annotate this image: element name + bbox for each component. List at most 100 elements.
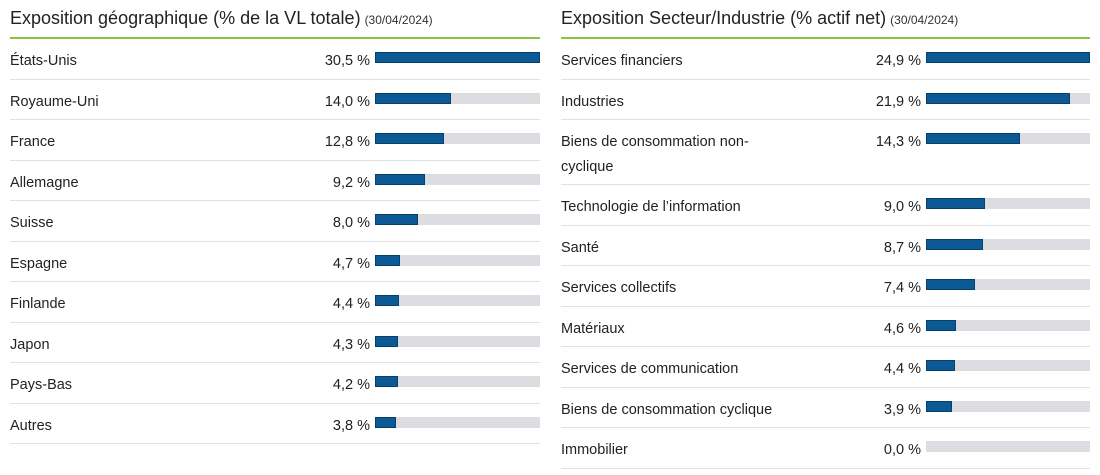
bar-track bbox=[926, 92, 1090, 104]
bar-row: Biens de consommation non-cyclique 14,3 % bbox=[561, 120, 1090, 185]
value-label: 4,4 % bbox=[332, 296, 370, 312]
bar-row: Services collectifs 7,4 % bbox=[561, 266, 1090, 307]
bar-track bbox=[926, 133, 1090, 144]
bar-fill bbox=[926, 319, 957, 331]
category-label: États-Unis bbox=[10, 53, 77, 69]
category-label: Espagne bbox=[10, 255, 68, 272]
bar-fill bbox=[375, 376, 398, 387]
value-label: 7,4 % bbox=[883, 280, 921, 296]
bar-row: Suisse 8,0 % bbox=[10, 201, 540, 242]
category-label: Technologie de l’information bbox=[561, 199, 741, 215]
bar-fill bbox=[926, 92, 1071, 104]
bar-track bbox=[375, 416, 540, 428]
value-label: 3,8 % bbox=[332, 417, 370, 434]
bar-fill bbox=[375, 416, 396, 428]
value-label: 3,9 % bbox=[883, 401, 921, 418]
category-label: Biens de consommation cyclique bbox=[561, 401, 773, 418]
bar-row: Royaume-Uni 14,0 % bbox=[10, 80, 540, 120]
panel-date: (30/04/2024) bbox=[890, 12, 959, 27]
bar-row: Allemagne 9,2 % bbox=[10, 161, 540, 201]
category-label: Services collectifs bbox=[561, 280, 677, 296]
value-label: 0,0 % bbox=[883, 442, 921, 458]
bar-track bbox=[375, 335, 540, 347]
value-label: 4,4 % bbox=[883, 361, 921, 377]
panel-header: Exposition géographique (% de la VL tota… bbox=[10, 0, 540, 39]
category-label: Finlande bbox=[10, 296, 66, 312]
bar-row: France 12,8 % bbox=[10, 120, 540, 161]
value-label: 8,7 % bbox=[883, 239, 921, 256]
value-label: 9,0 % bbox=[883, 199, 921, 215]
value-label: 8,0 % bbox=[332, 215, 370, 231]
bar-track bbox=[375, 92, 540, 104]
panel-header: Exposition Secteur/Industrie (% actif ne… bbox=[561, 0, 1090, 39]
bar-track bbox=[375, 376, 540, 387]
category-label: Suisse bbox=[10, 215, 54, 231]
value-label: 30,5 % bbox=[324, 53, 370, 69]
category-label: Industries bbox=[561, 93, 624, 110]
bar-fill bbox=[375, 52, 540, 63]
value-label: 24,9 % bbox=[875, 53, 921, 69]
bar-fill bbox=[926, 133, 1021, 144]
panel-title: Exposition géographique (% de la VL tota… bbox=[10, 8, 361, 28]
bar-track bbox=[375, 254, 540, 266]
bar-fill bbox=[375, 173, 425, 185]
bar-fill bbox=[926, 279, 975, 290]
bar-track bbox=[375, 214, 540, 225]
bar-fill bbox=[926, 400, 952, 412]
sector-exposure-panel: Exposition Secteur/Industrie (% actif ne… bbox=[561, 0, 1090, 469]
bar-fill bbox=[375, 254, 401, 266]
panel-date: (30/04/2024) bbox=[364, 12, 433, 27]
category-label: Matériaux bbox=[561, 320, 625, 337]
bar-row: Industries 21,9 % bbox=[561, 80, 1090, 120]
bar-track bbox=[926, 360, 1090, 371]
category-label: Allemagne bbox=[10, 174, 79, 191]
category-label: France bbox=[10, 134, 56, 150]
bar-fill bbox=[926, 52, 1090, 63]
bar-row: États-Unis 30,5 % bbox=[10, 39, 540, 80]
value-label: 12,8 % bbox=[324, 134, 370, 150]
panel-title: Exposition Secteur/Industrie (% actif ne… bbox=[561, 8, 887, 28]
geographic-rows: États-Unis 30,5 % Royaume-Uni 14,0 % France 1… bbox=[10, 39, 540, 444]
bar-fill bbox=[926, 198, 986, 209]
value-label: 21,9 % bbox=[875, 93, 921, 110]
bar-fill bbox=[926, 238, 984, 250]
bar-fill bbox=[375, 133, 445, 144]
bar-row: Autres 3,8 % bbox=[10, 404, 540, 444]
bar-track bbox=[926, 238, 1090, 250]
bar-row: Immobilier 0,0 % bbox=[561, 428, 1090, 469]
bar-track bbox=[926, 198, 1090, 209]
bar-row: Technologie de l’information 9,0 % bbox=[561, 185, 1090, 226]
category-label: Biens de consommation non-cyclique bbox=[561, 134, 749, 175]
category-label: Japon bbox=[10, 336, 50, 353]
bar-row: Biens de consommation cyclique 3,9 % bbox=[561, 388, 1090, 428]
bar-track bbox=[926, 52, 1090, 63]
bar-track bbox=[926, 400, 1090, 412]
bar-fill bbox=[375, 92, 451, 104]
sector-rows: Services financiers 24,9 % Industries 21,9 … bbox=[561, 39, 1090, 469]
bar-row: Services de communication 4,4 % bbox=[561, 347, 1090, 388]
bar-row: Services financiers 24,9 % bbox=[561, 39, 1090, 80]
geographic-exposure-panel: Exposition géographique (% de la VL tota… bbox=[10, 0, 540, 444]
value-label: 4,6 % bbox=[883, 320, 921, 337]
bar-track bbox=[375, 133, 540, 144]
bar-row: Espagne 4,7 % bbox=[10, 242, 540, 282]
bar-row: Matériaux 4,6 % bbox=[561, 307, 1090, 347]
bar-row: Santé 8,7 % bbox=[561, 226, 1090, 266]
value-label: 4,7 % bbox=[332, 255, 370, 272]
bar-track bbox=[926, 319, 1090, 331]
bar-row: Pays-Bas 4,2 % bbox=[10, 363, 540, 404]
bar-track bbox=[375, 173, 540, 185]
value-label: 14,0 % bbox=[324, 93, 370, 110]
category-label: Autres bbox=[10, 417, 52, 434]
bar-fill bbox=[375, 214, 419, 225]
bar-fill bbox=[926, 360, 955, 371]
bar-track bbox=[375, 295, 540, 306]
category-label: Immobilier bbox=[561, 442, 628, 458]
bar-track bbox=[926, 441, 1090, 452]
bar-row: Japon 4,3 % bbox=[10, 323, 540, 363]
category-label: Pays-Bas bbox=[10, 377, 73, 393]
category-label: Royaume-Uni bbox=[10, 93, 99, 110]
value-label: 14,3 % bbox=[875, 134, 921, 150]
category-label: Santé bbox=[561, 239, 599, 256]
value-label: 9,2 % bbox=[332, 174, 370, 191]
